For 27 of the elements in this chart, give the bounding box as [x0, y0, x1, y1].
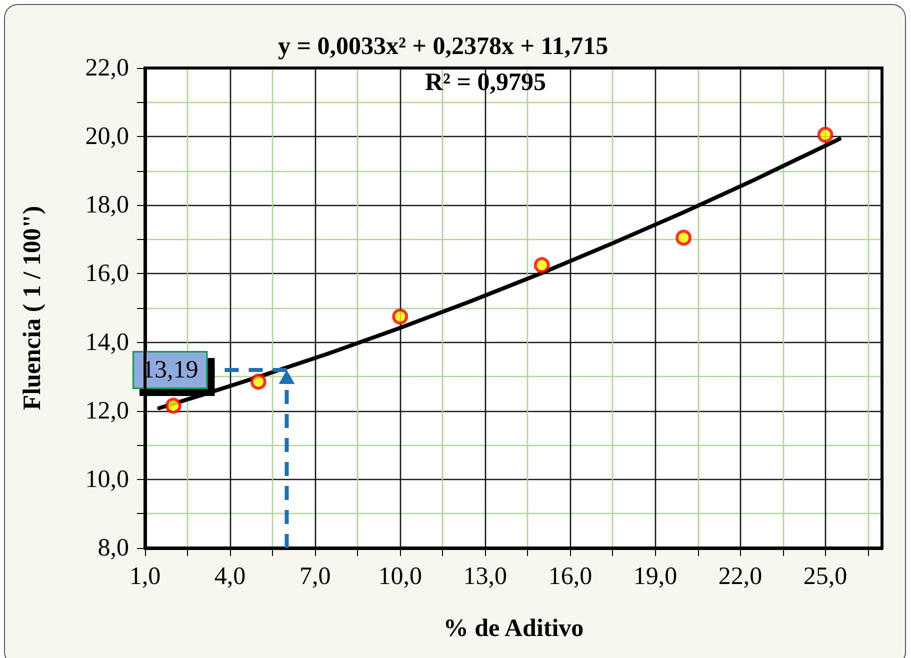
- y-tick-label: 18,0: [85, 192, 129, 219]
- text: y = 0,0033x² + 0,2378x + 11,715: [278, 33, 608, 60]
- y-tick-label: 10,0: [85, 466, 129, 493]
- point: [676, 230, 692, 246]
- x-tick-label: 25,0: [803, 563, 848, 590]
- x-tick-label: 7,0: [299, 563, 331, 590]
- x-tick-label: 10,0: [378, 563, 422, 590]
- y-tick-label: 16,0: [85, 260, 129, 288]
- y-tick-label: 8,0: [98, 534, 129, 562]
- x-axis-title: % de Aditivo: [443, 615, 584, 642]
- y-tick-label: 20,0: [85, 123, 129, 150]
- y-tick-label: 22,0: [85, 54, 129, 82]
- x-tick-label: 16,0: [548, 563, 592, 590]
- point: [250, 374, 266, 390]
- annotation: 13,19: [142, 356, 198, 384]
- x-tick-label: 22,0: [718, 563, 762, 590]
- y-tick-label: 12,0: [85, 397, 129, 424]
- point: [817, 126, 834, 143]
- x-tick-label: 19,0: [633, 563, 678, 590]
- y-axis-title: Fluencia ( 1 / 100"): [19, 206, 46, 410]
- x-tick-label: 1,0: [129, 563, 161, 590]
- y-tick-label: 14,0: [85, 328, 129, 356]
- x-tick-label: 4,0: [214, 563, 246, 590]
- point: [534, 257, 550, 274]
- point: [392, 308, 408, 325]
- x-tick-label: 13,0: [463, 563, 508, 590]
- point: [165, 398, 182, 414]
